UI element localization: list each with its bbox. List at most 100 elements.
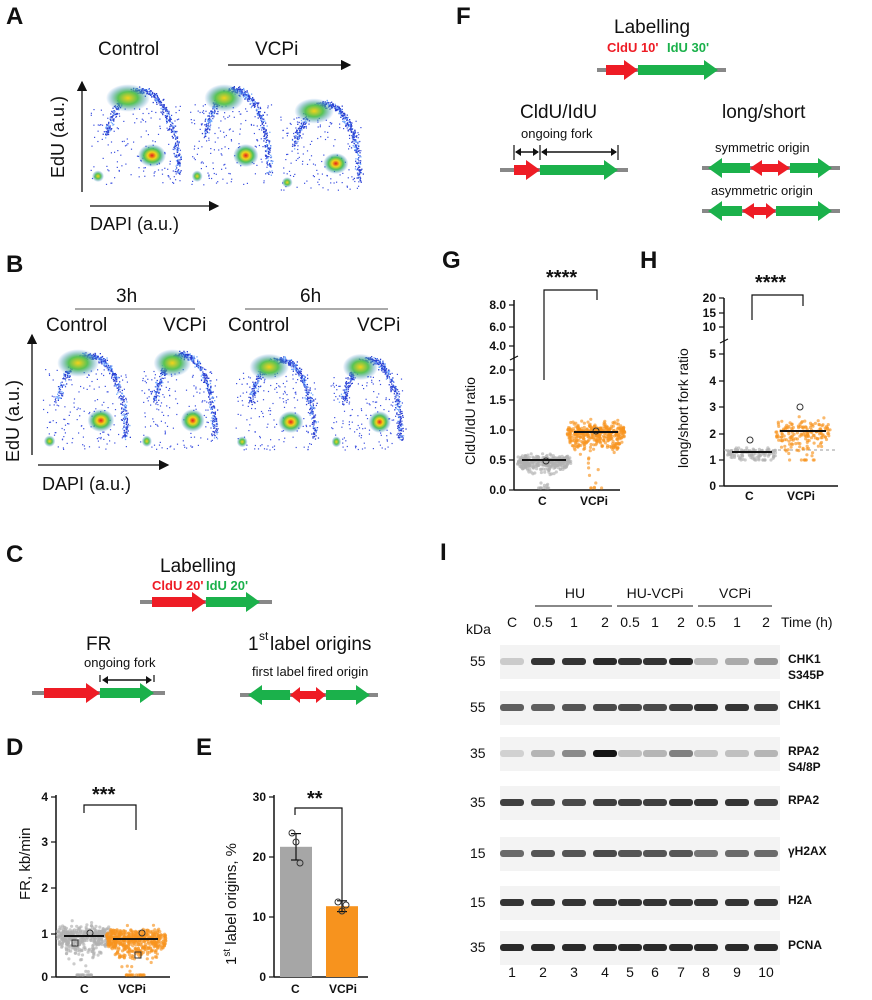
flow-plot-a3-event bbox=[352, 137, 355, 140]
flow-plot-b1-event bbox=[123, 431, 125, 434]
flow-plot-a2-event bbox=[265, 173, 267, 175]
flow-plot-b4-event bbox=[345, 395, 348, 397]
flow-plot-a2-event bbox=[213, 112, 216, 114]
flow-plot-a3-event bbox=[354, 146, 356, 148]
panel-a: A Control VCPi EdU (a.u.) DAPI (a.u.) bbox=[6, 3, 364, 234]
flow-plot-a1-event bbox=[146, 89, 148, 92]
flow-plot-a3-event bbox=[330, 182, 332, 184]
flow-plot-a2-event bbox=[264, 132, 266, 134]
flow-plot-b2-event bbox=[194, 357, 196, 360]
flow-plot-a2-event bbox=[238, 143, 240, 145]
flow-plot-a3-event bbox=[303, 123, 305, 125]
flow-plot-a3-event bbox=[356, 148, 358, 150]
flow-plot-b2-event bbox=[209, 371, 211, 373]
flow-plot-a1-event bbox=[179, 180, 181, 182]
flow-plot-a3-event bbox=[349, 124, 351, 127]
flow-plot-b3-event bbox=[243, 449, 245, 451]
flow-plot-b3-event bbox=[250, 397, 252, 400]
flow-plot-a3-event bbox=[295, 137, 297, 139]
flow-plot-a1-event bbox=[117, 128, 119, 130]
flow-plot-a2-event bbox=[207, 125, 209, 128]
flow-plot-b1-event bbox=[48, 433, 50, 435]
panel-c-label-track bbox=[140, 592, 272, 612]
flow-plot-b1-event bbox=[110, 370, 112, 372]
flow-plot-a1-event bbox=[179, 159, 181, 161]
flow-plot-a2-event bbox=[211, 177, 213, 180]
flow-plot-a2-event bbox=[265, 133, 268, 135]
flow-plot-a2-event bbox=[253, 103, 256, 105]
flow-plot-b4-event bbox=[387, 446, 389, 448]
flow-plot-a3-event bbox=[349, 145, 351, 147]
flow-plot-b3-event bbox=[257, 390, 259, 392]
flow-plot-b4-event bbox=[381, 362, 384, 364]
flow-plot-a3-event bbox=[294, 131, 297, 134]
flow-plot-a2-event bbox=[208, 139, 210, 141]
flow-plot-b4-event bbox=[382, 367, 384, 369]
flow-plot-a1-event bbox=[108, 127, 110, 129]
flow-plot-a1-event bbox=[158, 102, 160, 104]
flow-plot-b2-event bbox=[191, 359, 193, 361]
flow-plot-b2-event bbox=[152, 418, 154, 420]
flow-plot-b2-event bbox=[161, 447, 163, 449]
flow-plot-b3-event bbox=[293, 397, 295, 399]
flow-plot-b4-event bbox=[340, 393, 343, 395]
flow-plot-b1-event bbox=[62, 392, 64, 394]
flow-plot-b4-event bbox=[341, 397, 343, 399]
flow-plot-b1-event bbox=[55, 400, 57, 402]
flow-plot-b4-g1-cluster bbox=[368, 411, 391, 433]
flow-plot-b2-event bbox=[166, 448, 168, 450]
flow-plot-b1-event bbox=[97, 369, 99, 371]
flow-plot-b2-event bbox=[182, 440, 184, 442]
flow-plot-a2-event bbox=[240, 123, 242, 125]
flow-plot-a2-event bbox=[258, 115, 261, 117]
flow-plot-b4-event bbox=[400, 418, 402, 420]
flow-plot-b1-event bbox=[119, 388, 121, 391]
flow-plot-b2-event bbox=[164, 377, 166, 379]
flow-plot-b1-event bbox=[123, 413, 125, 415]
flow-plot-a3-event bbox=[298, 128, 300, 130]
flow-plot-b4-event bbox=[398, 393, 401, 395]
flow-plot-a1-event bbox=[150, 94, 152, 96]
flow-plot-a3-event bbox=[312, 163, 315, 165]
flow-plot-a3 bbox=[280, 98, 364, 191]
flow-plot-a1-event bbox=[116, 112, 119, 115]
flow-plot-a3-event bbox=[302, 160, 304, 162]
flow-plot-b1-event bbox=[49, 421, 52, 423]
flow-plot-a1-event bbox=[113, 110, 115, 112]
flow-plot-a3-event bbox=[294, 144, 296, 147]
flow-plot-b1-event bbox=[114, 382, 116, 384]
flow-plot-b1-event bbox=[63, 418, 65, 420]
panel-c-fr-track bbox=[32, 675, 165, 703]
flow-plot-a3-event bbox=[359, 176, 361, 178]
flow-plot-a2-event bbox=[190, 111, 192, 113]
flow-plot-b4-event bbox=[368, 403, 370, 405]
flow-plot-a2-event bbox=[207, 172, 209, 174]
flow-plot-a1-event bbox=[113, 118, 115, 120]
flow-plot-a1-event bbox=[90, 112, 92, 114]
flow-plot-b3-event bbox=[314, 429, 317, 431]
flow-plot-b3-event bbox=[302, 397, 304, 399]
flow-plot-b4-event bbox=[399, 438, 401, 441]
flow-plot-a2-event bbox=[213, 149, 215, 151]
flow-plot-b2-event bbox=[217, 431, 219, 433]
flow-plot-b1-event bbox=[116, 380, 118, 382]
flow-plot-b3-event bbox=[311, 400, 313, 402]
flow-plot-a1-event bbox=[174, 145, 176, 147]
flow-plot-a1-event bbox=[172, 148, 174, 150]
flow-plot-a2-event bbox=[222, 178, 224, 180]
flow-plot-a1-event bbox=[170, 125, 172, 127]
flow-plot-a1-event bbox=[111, 117, 113, 119]
flow-plot-a3-event bbox=[342, 115, 344, 118]
flow-plot-a1-event bbox=[110, 113, 112, 115]
flow-plot-b3-event bbox=[302, 374, 304, 376]
flow-plot-b3-event bbox=[294, 366, 297, 368]
flow-plot-b2-event bbox=[150, 391, 152, 393]
flow-plot-a1-event bbox=[110, 119, 112, 121]
flow-plot-b2-event bbox=[207, 438, 209, 440]
flow-plot-b1-event bbox=[121, 401, 124, 404]
flow-plot-b2-event bbox=[156, 401, 158, 403]
flow-plot-a1-event bbox=[105, 183, 108, 185]
flow-plot-a3-event bbox=[349, 120, 351, 123]
flow-plot-b3-event bbox=[308, 397, 310, 399]
flow-plot-b2-event bbox=[215, 419, 218, 421]
